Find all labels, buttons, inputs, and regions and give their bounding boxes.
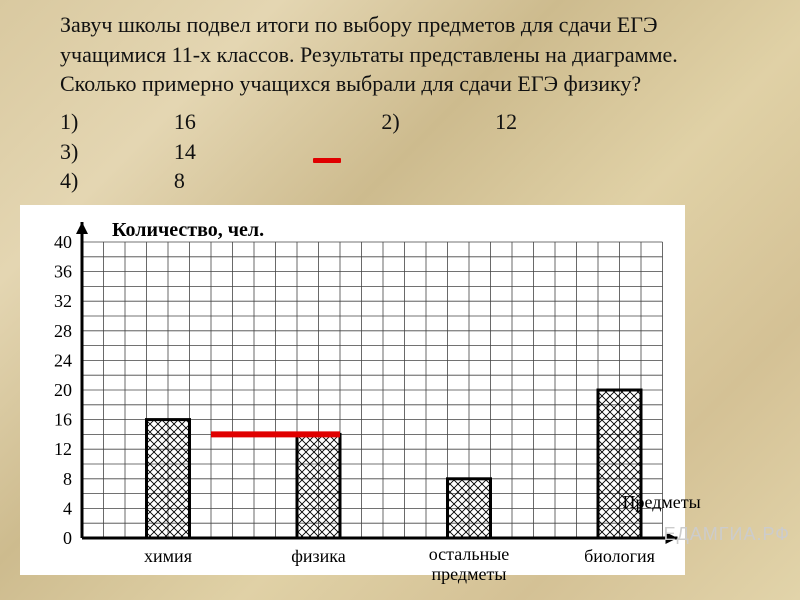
answer-3: 3) 14 — [60, 137, 409, 167]
answer-4: 4) 8 — [60, 166, 275, 196]
svg-text:28: 28 — [54, 321, 72, 341]
svg-text:36: 36 — [54, 262, 72, 282]
svg-text:остальные: остальные — [429, 544, 510, 564]
svg-text:20: 20 — [54, 380, 72, 400]
svg-text:0: 0 — [63, 528, 72, 548]
answer-3-underline — [313, 158, 341, 163]
svg-text:4: 4 — [63, 498, 72, 518]
svg-text:32: 32 — [54, 291, 72, 311]
watermark: ЕДАМГИА.РФ — [664, 524, 790, 545]
svg-text:16: 16 — [54, 410, 72, 430]
question-text: Завуч школы подвел итоги по выбору предм… — [60, 10, 740, 99]
svg-text:химия: химия — [144, 546, 192, 566]
page-root: Завуч школы подвел итоги по выбору предм… — [0, 0, 800, 600]
svg-text:физика: физика — [291, 546, 346, 566]
svg-text:биология: биология — [584, 546, 655, 566]
svg-text:24: 24 — [54, 350, 72, 370]
svg-text:предметы: предметы — [432, 564, 507, 584]
answer-row: 1) 16 2) 12 3) 14 4) 8 — [60, 107, 740, 196]
question-block: Завуч школы подвел итоги по выбору предм… — [60, 10, 740, 196]
svg-text:12: 12 — [54, 439, 72, 459]
svg-text:40: 40 — [54, 232, 72, 252]
svg-text:Количество, чел.: Количество, чел. — [112, 219, 264, 241]
answer-2: 2) 12 — [381, 107, 607, 137]
answer-1: 1) 16 — [60, 107, 286, 137]
svg-text:8: 8 — [63, 469, 72, 489]
